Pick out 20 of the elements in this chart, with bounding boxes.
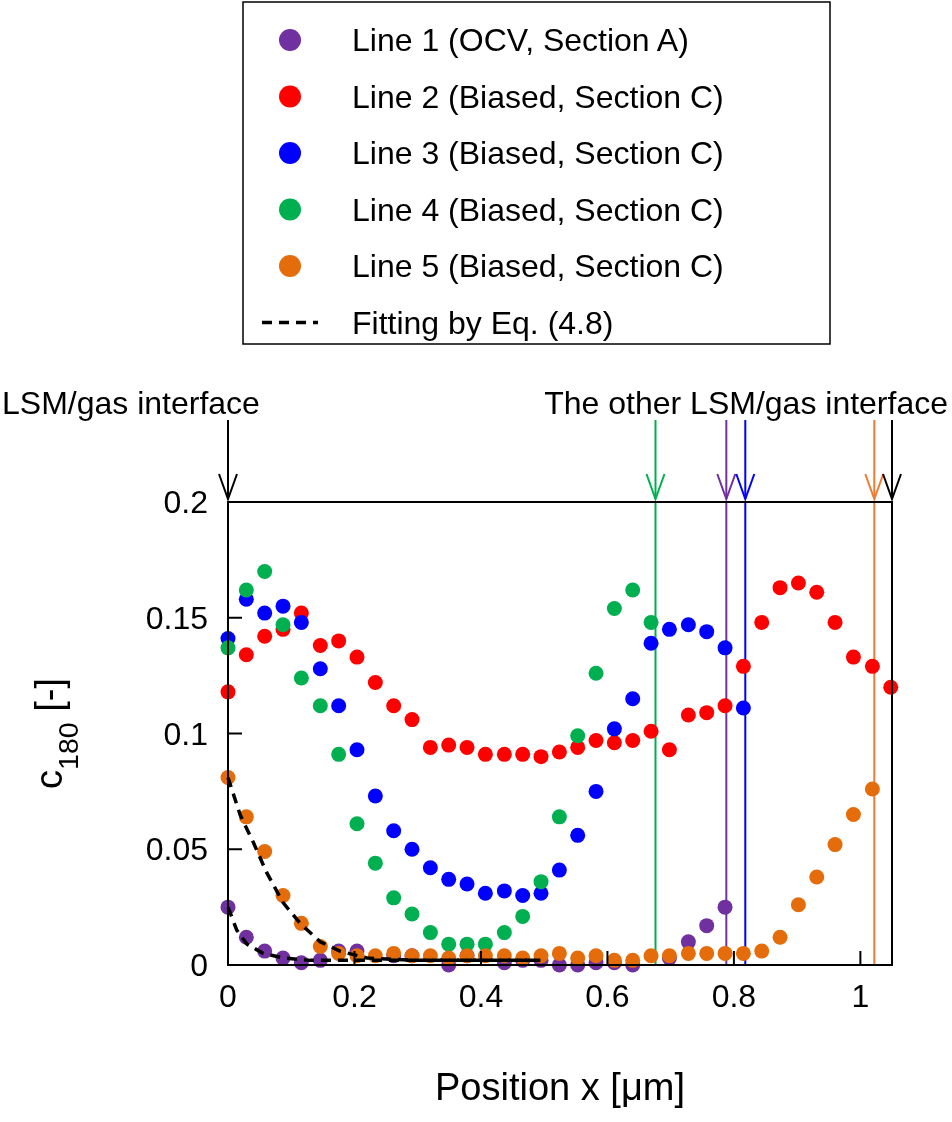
x-tick-label: 0.6 [585, 978, 630, 1014]
text: LSM/gas interface [2, 385, 260, 421]
text: The other LSM/gas interface [544, 385, 948, 421]
x-axis-title: Position x [μm] [435, 1066, 685, 1108]
y-tick-label: 0 [190, 947, 208, 984]
y-tick-label: 0.15 [145, 599, 208, 636]
x-tick-label: 0.4 [458, 978, 504, 1014]
y-tick-label: 0.2 [163, 484, 208, 521]
legend-label: Line 5 (Biased, Section C) [352, 248, 724, 285]
y-tick-label: 0.05 [145, 831, 208, 868]
x-tick-label: 0 [219, 978, 237, 1014]
legend-label: Line 3 (Biased, Section C) [352, 135, 724, 172]
legend-label: Fitting by Eq. (4.8) [352, 304, 614, 341]
y-tick-label: 0.1 [163, 715, 208, 752]
legend-label: Line 2 (Biased, Section C) [352, 78, 724, 115]
x-tick-label: 0.8 [711, 978, 757, 1014]
x-tick-label: 0.2 [332, 978, 377, 1014]
legend-label: Line 1 (OCV, Section A) [352, 22, 689, 59]
x-tick-label: 1 [851, 978, 870, 1014]
legend-label: Line 4 (Biased, Section C) [352, 191, 724, 228]
